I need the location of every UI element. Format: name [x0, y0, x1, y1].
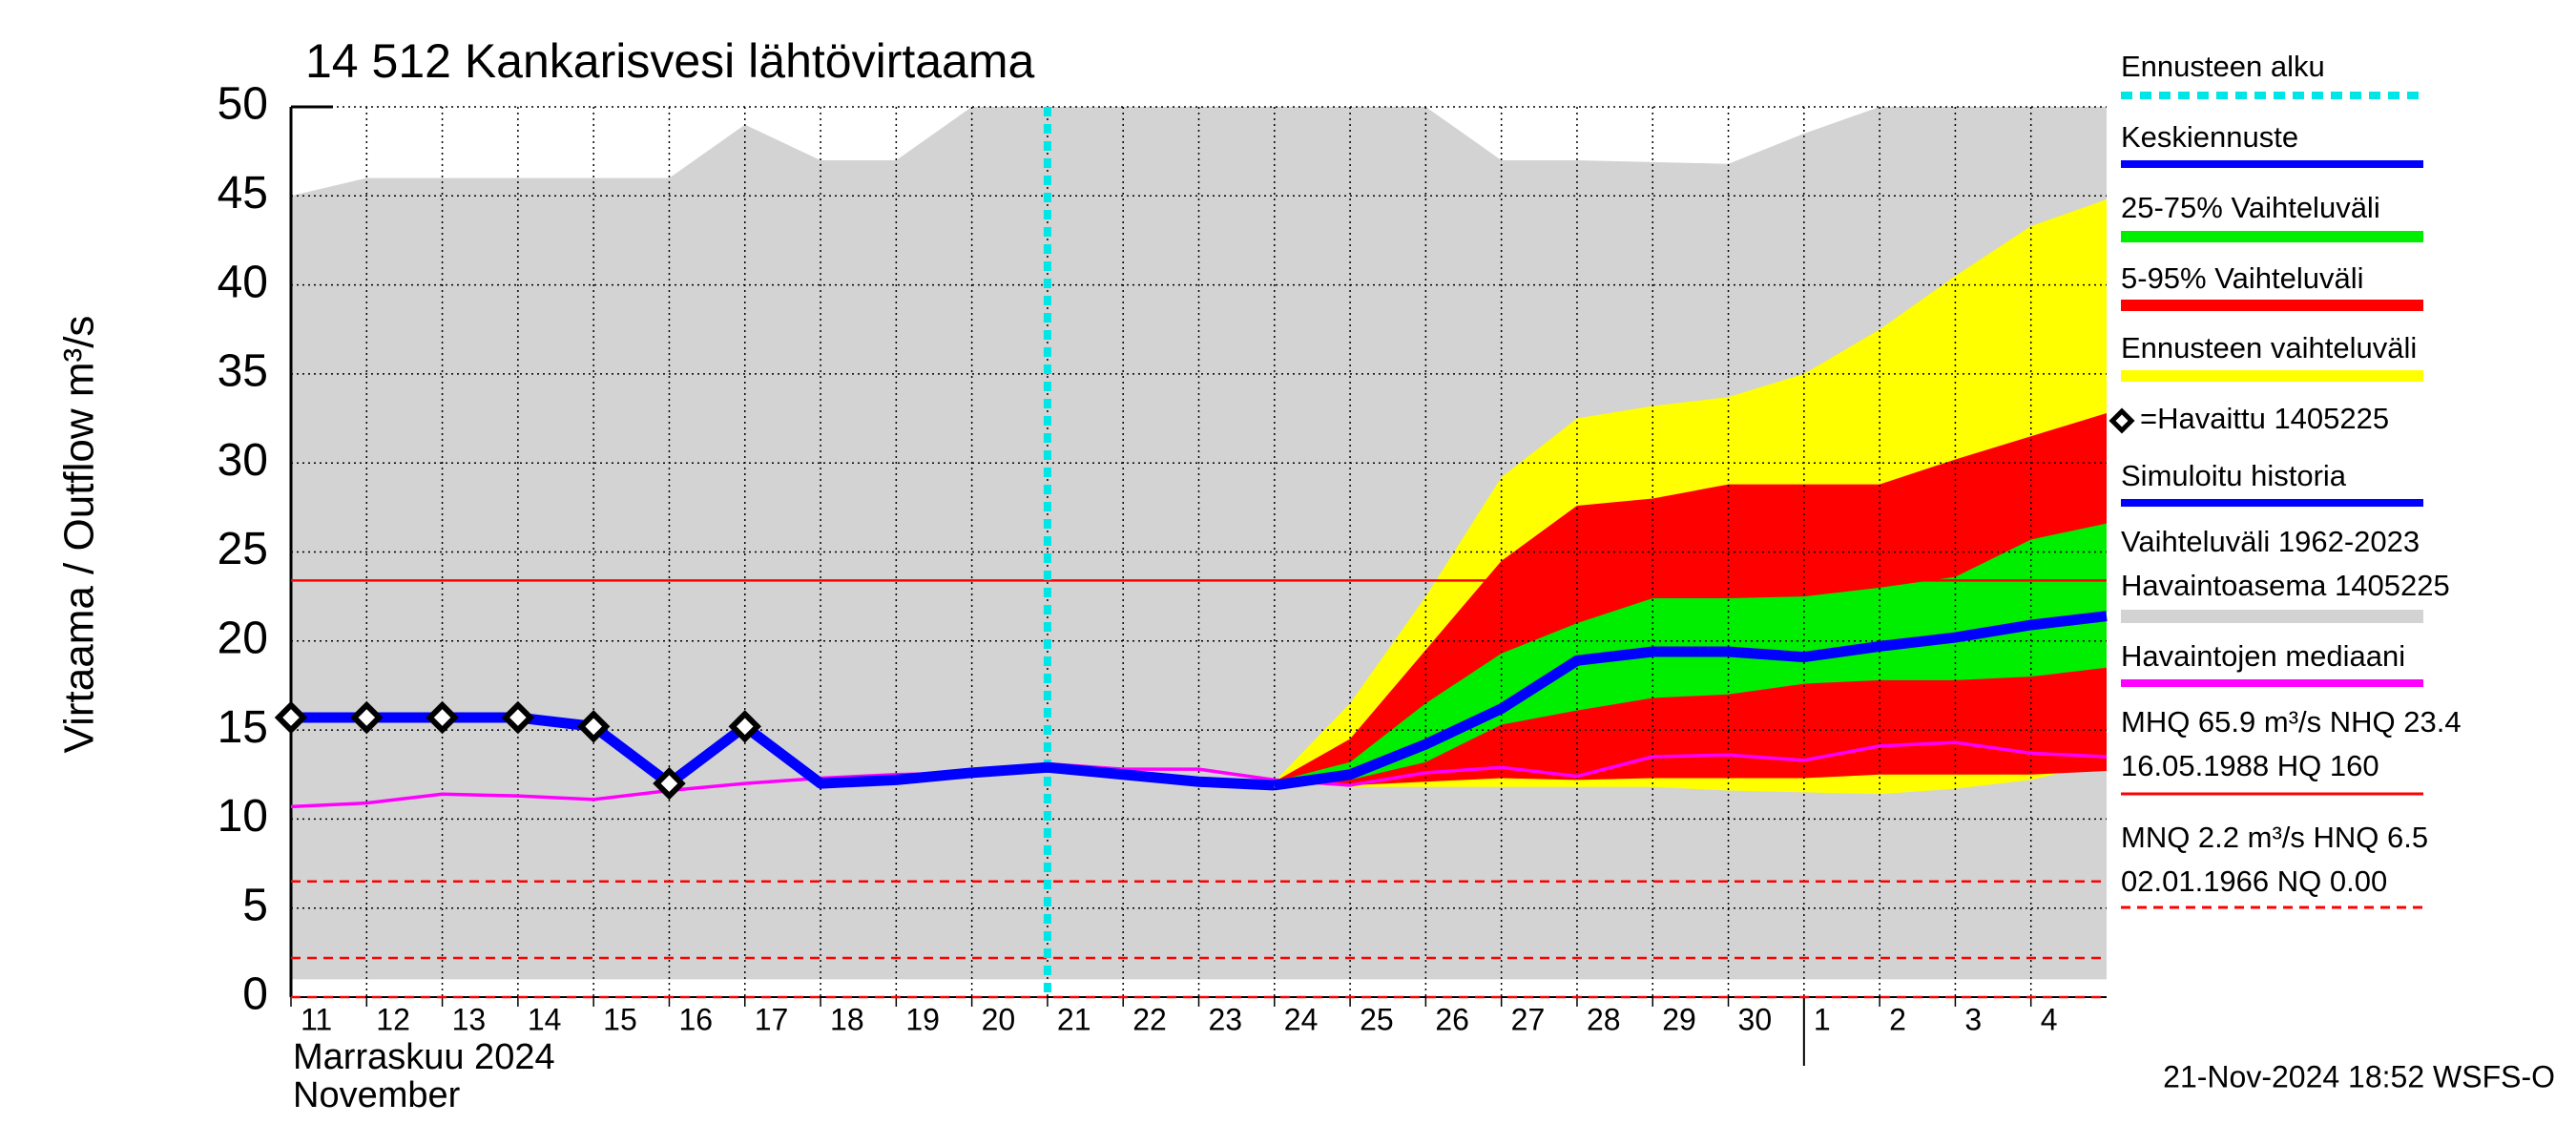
observed-marker	[728, 710, 761, 743]
y-axis-label: Virtaama / Outflow m³/s	[56, 316, 103, 754]
legend-label: Havaintojen mediaani	[2121, 639, 2405, 673]
x-tick-label: 19	[905, 1002, 940, 1036]
observed-marker	[501, 700, 535, 735]
y-tick-label: 0	[242, 969, 268, 1020]
legend-label: MHQ 65.9 m³/s NHQ 23.4	[2121, 705, 2462, 739]
y-tick-label: 10	[218, 791, 268, 842]
legend-label: =Havaittu 1405225	[2140, 402, 2389, 435]
y-tick-label: 30	[218, 435, 268, 486]
line	[1274, 611, 2108, 791]
y-tick-label: 25	[218, 524, 268, 574]
legend-label: 16.05.1988 HQ 160	[2121, 749, 2379, 782]
x-axis-label: Marraskuu 2024	[293, 1037, 555, 1077]
legend-label: Ennusteen alku	[2121, 50, 2325, 83]
legend-label: Ennusteen vaihteluväli	[2121, 331, 2417, 364]
observed-marker	[653, 766, 686, 801]
legend-label: Vaihteluväli 1962-2023	[2121, 525, 2420, 558]
x-tick-label: 12	[376, 1002, 410, 1036]
x-tick-label: 13	[452, 1002, 487, 1036]
x-tick-label: 20	[982, 1002, 1016, 1036]
x-tick-label: 27	[1511, 1002, 1546, 1036]
y-tick-label: 15	[218, 702, 268, 753]
legend-label: 02.01.1966 NQ 0.00	[2121, 864, 2387, 898]
x-axis-label: November	[293, 1075, 461, 1115]
x-tick-label: 24	[1284, 1002, 1319, 1036]
legend-label: Havaintoasema 1405225	[2121, 569, 2450, 602]
line	[290, 740, 2108, 809]
y-tick-label: 50	[218, 79, 268, 130]
x-tick-label: 16	[678, 1002, 713, 1036]
y-tick-label: 20	[218, 613, 268, 663]
x-tick-label: 30	[1738, 1002, 1773, 1036]
observed-marker	[576, 710, 611, 743]
x-tick-label: 18	[830, 1002, 864, 1036]
observed-marker	[274, 700, 308, 735]
y-tick-label: 45	[218, 168, 268, 219]
x-tick-label: 14	[528, 1002, 562, 1036]
y-tick-label: 40	[218, 257, 268, 307]
legend-label: Simuloitu historia	[2121, 459, 2347, 492]
x-tick-label: 28	[1587, 1002, 1621, 1036]
observed-marker	[350, 700, 384, 735]
legend-label: 5-95% Vaihteluväli	[2121, 261, 2363, 295]
x-tick-label: 11	[301, 1002, 332, 1036]
x-tick-label: 21	[1057, 1002, 1091, 1036]
x-tick-label: 1	[1814, 1002, 1831, 1036]
x-tick-label: 26	[1435, 1002, 1469, 1036]
x-tick-label: 29	[1662, 1002, 1696, 1036]
x-tick-label: 15	[603, 1002, 637, 1036]
legend-label: MNQ 2.2 m³/s HNQ 6.5	[2121, 821, 2428, 854]
legend-label: 25-75% Vaihteluväli	[2121, 191, 2380, 224]
chart-title: 14 512 Kankarisvesi lähtövirtaama	[305, 34, 1034, 88]
legend-marker	[2109, 407, 2135, 434]
x-tick-label: 4	[2041, 1002, 2058, 1036]
y-tick-label: 5	[242, 880, 268, 930]
y-tick-label: 35	[218, 346, 268, 397]
observed-marker	[426, 700, 459, 735]
x-tick-label: 22	[1132, 1002, 1167, 1036]
x-tick-label: 23	[1209, 1002, 1243, 1036]
x-tick-label: 17	[755, 1002, 789, 1036]
footer: 21-Nov-2024 18:52 WSFS-O	[2163, 1059, 2555, 1093]
x-tick-label: 2	[1889, 1002, 1906, 1036]
legend-label: Keskiennuste	[2121, 120, 2298, 154]
x-tick-label: 25	[1360, 1002, 1394, 1036]
x-tick-label: 3	[1964, 1002, 1982, 1036]
